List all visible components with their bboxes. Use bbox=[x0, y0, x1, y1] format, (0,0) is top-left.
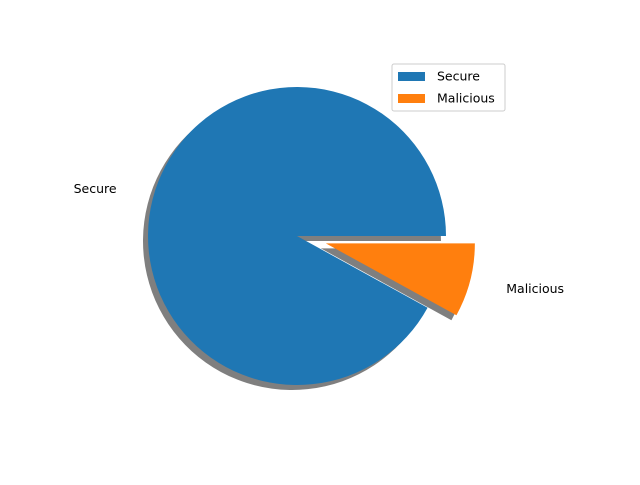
legend-label-secure: Secure bbox=[437, 69, 480, 84]
legend-label-malicious: Malicious bbox=[437, 91, 495, 106]
slices bbox=[147, 87, 475, 386]
slice-label-malicious: Malicious bbox=[506, 281, 564, 296]
legend: Secure Malicious bbox=[391, 63, 506, 112]
pie-slice-malicious bbox=[325, 243, 475, 316]
legend-swatch-malicious bbox=[398, 94, 425, 103]
legend-swatch-secure bbox=[398, 72, 425, 81]
pie-slice-secure bbox=[147, 87, 446, 386]
slice-labels: Secure Malicious bbox=[74, 181, 564, 296]
slice-label-secure: Secure bbox=[74, 181, 117, 196]
